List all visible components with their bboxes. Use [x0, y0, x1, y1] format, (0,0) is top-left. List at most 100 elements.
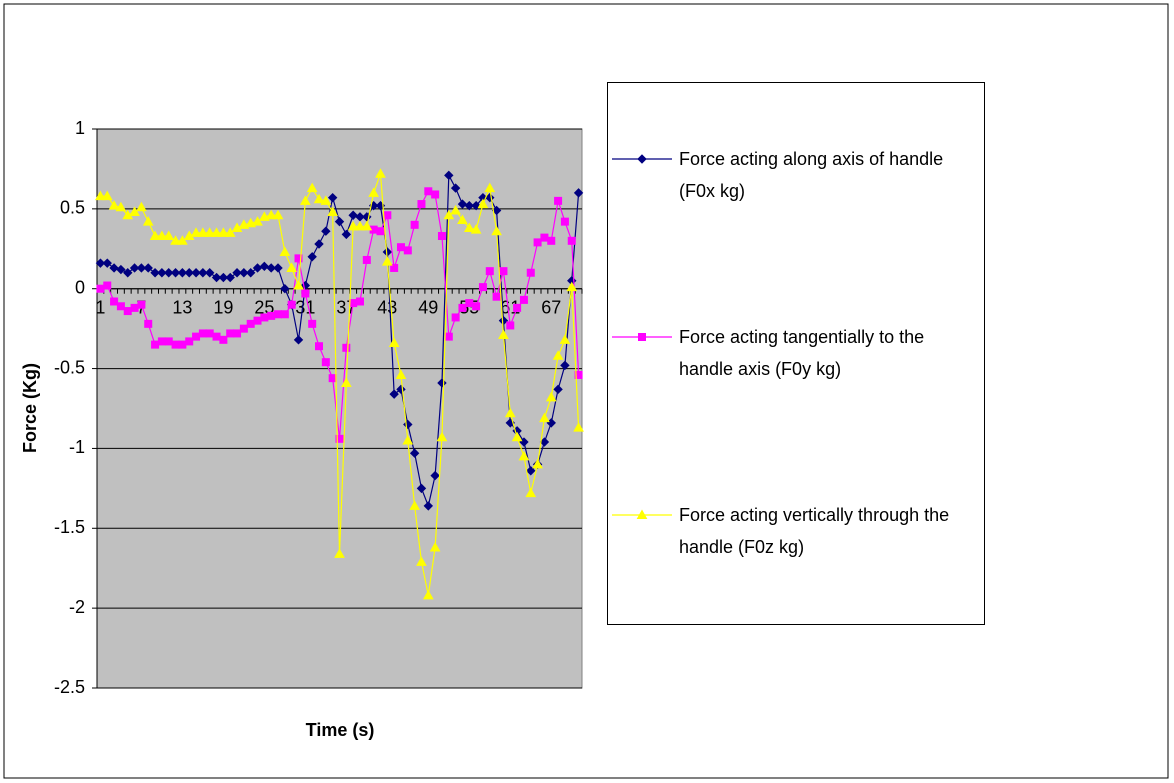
marker [465, 299, 474, 308]
marker [443, 209, 455, 220]
marker [416, 556, 427, 566]
marker [429, 541, 441, 552]
marker [110, 297, 119, 306]
marker [484, 182, 496, 193]
marker [526, 268, 535, 277]
marker [198, 268, 208, 278]
marker [259, 261, 270, 272]
marker [499, 267, 508, 276]
marker [239, 324, 248, 333]
marker [280, 284, 290, 294]
marker [293, 280, 304, 290]
marker [349, 299, 358, 308]
y-tick-label: -1.5 [54, 517, 85, 537]
x-tick-label: 43 [377, 297, 397, 317]
marker [375, 168, 386, 178]
marker [96, 284, 105, 293]
marker [232, 268, 242, 278]
y-tick-label: -1 [69, 437, 85, 457]
marker [532, 458, 543, 469]
marker [437, 232, 446, 241]
marker [137, 300, 146, 309]
marker [321, 226, 331, 236]
marker [402, 434, 414, 445]
x-tick-label: 67 [541, 297, 561, 317]
marker [424, 187, 433, 196]
x-tick-label: 49 [418, 297, 438, 317]
marker [315, 342, 324, 351]
marker [342, 343, 351, 352]
marker [340, 377, 352, 387]
marker [335, 434, 344, 443]
marker [301, 289, 310, 298]
legend-label: Force acting vertically through the hand… [679, 505, 950, 557]
marker [163, 230, 175, 241]
marker [477, 198, 489, 209]
marker [170, 235, 181, 245]
marker [547, 236, 556, 245]
marker [334, 216, 345, 227]
marker [123, 268, 133, 278]
legend-entry: Force acting along axis of handle (F0x k… [612, 143, 982, 233]
marker [410, 220, 419, 229]
marker [545, 391, 557, 402]
marker [409, 448, 420, 458]
marker [266, 263, 276, 273]
marker [287, 300, 296, 309]
marker [307, 252, 317, 262]
marker [313, 193, 325, 204]
marker [212, 332, 221, 341]
marker [567, 236, 576, 245]
marker [185, 337, 194, 346]
marker [191, 268, 201, 278]
marker [136, 201, 147, 212]
marker [280, 310, 289, 319]
marker [540, 233, 549, 242]
marker [192, 332, 201, 341]
marker [219, 335, 228, 344]
marker [218, 227, 229, 237]
marker [348, 210, 358, 220]
marker [136, 263, 147, 273]
marker [224, 227, 236, 237]
marker [458, 303, 467, 312]
marker [334, 548, 345, 558]
marker [116, 264, 126, 275]
marker [573, 422, 584, 432]
marker [506, 321, 515, 330]
marker [177, 268, 188, 278]
marker [355, 212, 365, 222]
marker [95, 190, 106, 201]
marker [504, 407, 516, 418]
marker [422, 589, 434, 600]
marker [184, 268, 194, 278]
marker [142, 216, 154, 226]
marker [383, 211, 392, 220]
marker [464, 200, 474, 211]
marker [204, 227, 216, 237]
marker [246, 319, 255, 328]
marker [463, 222, 475, 233]
marker [205, 329, 214, 338]
marker [197, 227, 209, 237]
marker [533, 238, 542, 247]
marker [513, 303, 522, 312]
marker [171, 340, 180, 349]
marker [164, 268, 174, 278]
marker [144, 319, 153, 328]
marker [272, 209, 284, 220]
marker [123, 307, 132, 316]
marker [308, 319, 317, 328]
marker [539, 412, 550, 423]
marker [498, 329, 509, 340]
marker [525, 487, 537, 498]
marker [361, 220, 373, 231]
marker [102, 258, 112, 268]
marker [156, 230, 168, 241]
marker [574, 370, 583, 379]
legend: Force acting along axis of handle (F0x k… [607, 82, 985, 625]
x-axis-title: Time (s) [306, 720, 375, 740]
marker [164, 337, 173, 346]
y-tick-label: 0 [75, 277, 85, 297]
